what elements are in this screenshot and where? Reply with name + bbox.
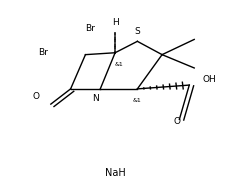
Text: &1: &1: [132, 98, 141, 103]
Text: O: O: [32, 92, 40, 101]
Text: NaH: NaH: [105, 168, 126, 178]
Text: Br: Br: [38, 48, 48, 57]
Text: O: O: [174, 117, 180, 126]
Text: Br: Br: [86, 24, 95, 32]
Text: H: H: [112, 18, 118, 27]
Text: &1: &1: [115, 62, 124, 67]
Text: S: S: [134, 27, 140, 36]
Text: OH: OH: [202, 75, 216, 84]
Text: N: N: [92, 94, 99, 103]
